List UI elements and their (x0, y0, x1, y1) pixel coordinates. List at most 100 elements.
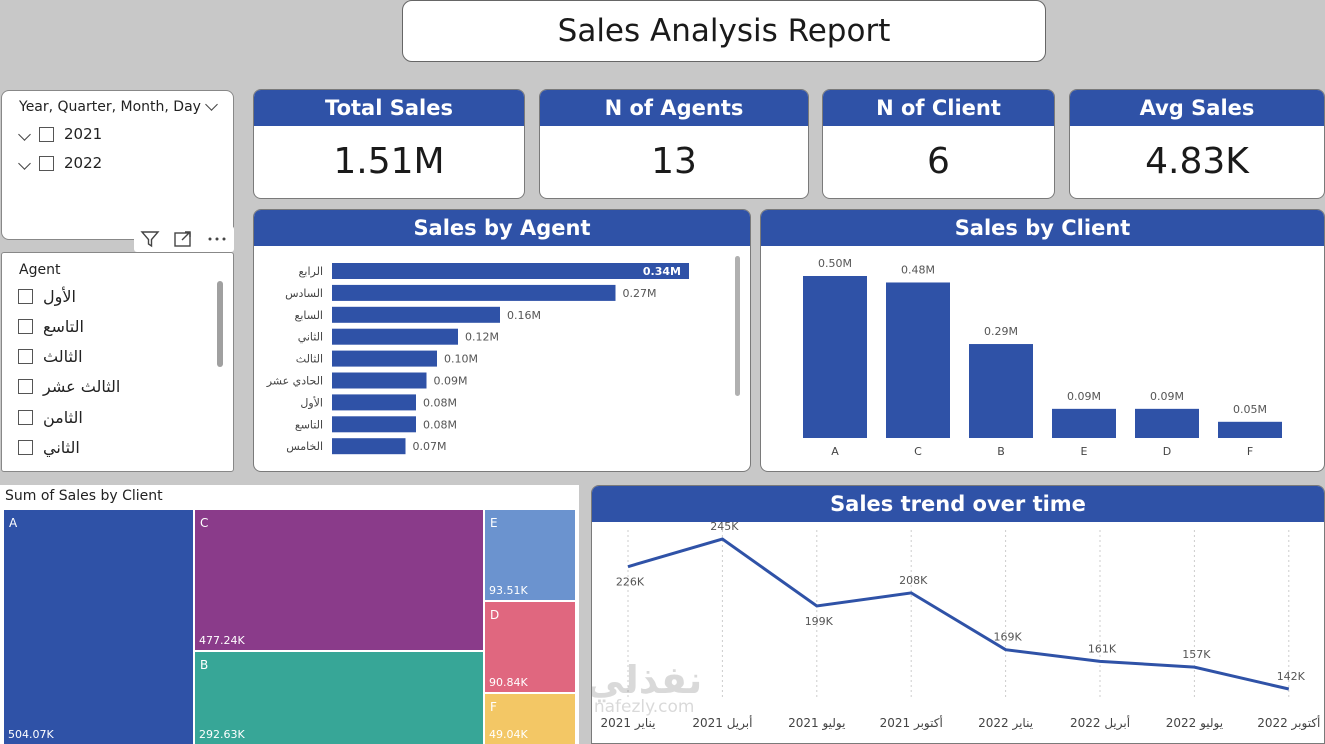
treemap-tile-name: C (200, 516, 209, 530)
treemap-tile-value: 93.51K (489, 584, 528, 597)
agent-item[interactable]: الثاني (18, 438, 80, 457)
checkbox[interactable] (18, 440, 33, 455)
trend-data-label: 169K (993, 631, 1022, 644)
client-bar (1052, 408, 1116, 438)
treemap-tile[interactable]: B 292.63K (195, 652, 483, 744)
treemap-tile[interactable]: F 49.04K (485, 694, 575, 744)
trend-axis-label: أبريل 2022 (1070, 715, 1130, 731)
date-slicer-item-2021[interactable]: 2021 (18, 125, 102, 143)
client-bar (1135, 408, 1199, 438)
trend-axis-label: يناير 2022 (978, 716, 1033, 731)
kpi-avg-sales: Avg Sales 4.83K (1069, 89, 1325, 199)
agent-item[interactable]: التاسع (18, 317, 84, 336)
agent-slicer-title: Agent (19, 262, 61, 278)
agent-bar (332, 372, 427, 389)
trend-data-label: 226K (616, 576, 645, 589)
treemap-tile[interactable]: C 477.24K (195, 510, 483, 650)
treemap-tile[interactable]: E 93.51K (485, 510, 575, 600)
agent-data-label: 0.09M (434, 375, 468, 388)
treemap-title: Sum of Sales by Client (5, 488, 163, 504)
client-axis-label: C (914, 445, 922, 458)
kpi-title: N of Client (823, 90, 1054, 126)
expand-chevron-icon[interactable] (18, 156, 31, 170)
agent-bar (332, 306, 500, 323)
kpi-n-client: N of Client 6 (822, 89, 1055, 199)
treemap-tile-name: E (490, 516, 498, 530)
client-bar (803, 276, 867, 438)
treemap-tile-value: 477.24K (199, 634, 245, 647)
checkbox[interactable] (18, 319, 33, 334)
client-data-label: 0.50M (818, 257, 852, 270)
agent-item[interactable]: الثالث عشر (18, 377, 120, 396)
agent-bar-chart: الرابع 0.34M السادس 0.27M السابع 0.16M الثاني 0… (266, 263, 689, 455)
treemap-tile-name: D (490, 608, 500, 622)
chevron-down-icon[interactable] (205, 98, 218, 111)
treemap-tile-value: 49.04K (489, 728, 528, 741)
checkbox[interactable] (39, 155, 54, 171)
agent-item[interactable]: الأول (18, 287, 76, 306)
visual-header (134, 226, 234, 252)
agent-axis-label: الخامس (286, 440, 323, 453)
agent-axis-label: الرابع (299, 265, 323, 278)
sales-by-client-chart: Sales by Client 0.50M A 0.48M C 0.29M B 0.09M E… (760, 209, 1325, 472)
checkbox[interactable] (18, 289, 33, 304)
trend-data-label: 199K (805, 615, 834, 628)
client-axis-label: B (997, 445, 1005, 458)
agent-axis-label: السابع (295, 309, 324, 322)
trend-axis-label: يناير 2021 (601, 716, 656, 731)
agent-label: الأول (43, 287, 76, 306)
checkbox[interactable] (18, 410, 33, 425)
trend-axis-label: يوليو 2021 (788, 716, 845, 731)
treemap-tile-value: 90.84K (489, 676, 528, 689)
sales-trend-chart: Sales trend over time 226K 245K 199K 208K 16… (591, 485, 1325, 744)
trend-axis-label: يوليو 2022 (1166, 716, 1223, 731)
filter-icon[interactable] (140, 230, 160, 248)
checkbox[interactable] (18, 349, 33, 364)
agent-data-label: 0.07M (413, 440, 447, 453)
focus-mode-icon[interactable] (173, 230, 193, 248)
chart-title: Sales trend over time (592, 486, 1324, 522)
client-data-label: 0.05M (1233, 403, 1267, 416)
checkbox[interactable] (18, 379, 33, 394)
expand-chevron-icon[interactable] (18, 127, 31, 141)
agent-label: الثالث عشر (43, 377, 121, 396)
client-bar (886, 282, 950, 438)
treemap-tile-name: B (200, 658, 209, 672)
agent-axis-label: الثاني (298, 331, 323, 344)
agent-item[interactable]: الثالث (18, 347, 83, 366)
treemap: A 504.07K C 477.24K B 292.63K E 93.51K D 90.84K F 4… (4, 510, 575, 744)
agent-data-label: 0.08M (423, 418, 457, 431)
trend-data-label: 245K (710, 522, 739, 533)
treemap-tile-name: A (9, 516, 18, 530)
client-axis-label: E (1081, 445, 1088, 458)
kpi-value: 4.83K (1145, 141, 1249, 182)
kpi-value: 1.51M (333, 141, 445, 182)
agent-axis-label: الثالث (296, 353, 323, 366)
trend-data-label: 157K (1182, 648, 1211, 661)
treemap-tile-name: F (490, 700, 497, 714)
agent-item[interactable]: الثامن (18, 408, 83, 427)
scrollbar[interactable] (735, 256, 740, 396)
agent-label: الثاني (43, 438, 80, 457)
trend-line (627, 537, 1290, 691)
agent-data-label: 0.27M (623, 287, 657, 300)
scrollbar[interactable] (217, 281, 223, 367)
date-slicer-item-2022[interactable]: 2022 (18, 154, 102, 172)
kpi-title: Avg Sales (1070, 90, 1324, 126)
watermark-text: نفذلي (591, 658, 703, 702)
treemap-tile[interactable]: A 504.07K (4, 510, 193, 744)
client-bar-chart: 0.50M A 0.48M C 0.29M B 0.09M E 0.09M D 0.05M F (803, 257, 1282, 458)
client-bar (1218, 421, 1282, 438)
agent-bar (332, 284, 616, 301)
client-data-label: 0.48M (901, 263, 935, 276)
treemap-tile-value: 292.63K (199, 728, 245, 741)
agent-axis-label: الحادي عشر (266, 375, 323, 388)
kpi-total-sales: Total Sales 1.51M (253, 89, 525, 199)
checkbox[interactable] (39, 126, 54, 142)
agent-slicer: Agent الأول التاسع الثالث الثالث عشر الث… (1, 252, 234, 472)
treemap-tile[interactable]: D 90.84K (485, 602, 575, 692)
more-options-icon[interactable] (206, 230, 228, 248)
agent-data-label: 0.10M (444, 353, 478, 366)
line-chart: 226K 245K 199K 208K 169K 161K 157K 142K يناير 20… (601, 522, 1321, 731)
agent-bar (332, 263, 689, 279)
